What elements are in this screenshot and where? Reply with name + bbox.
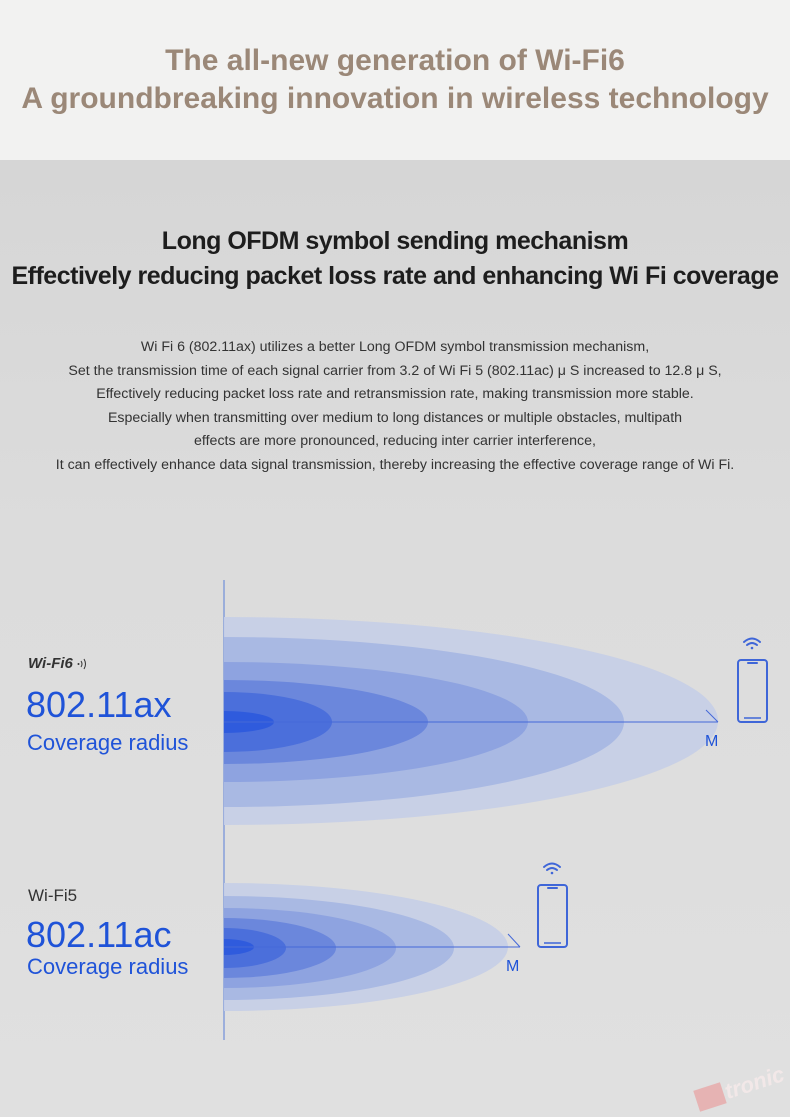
wifi6-coverage-label: Coverage radius [27, 730, 189, 755]
wifi6-standard: 802.11ax [26, 684, 172, 725]
wave [224, 928, 286, 968]
description-line: effects are more pronounced, reducing in… [194, 433, 596, 450]
wifi6-range-marker: M [705, 733, 719, 750]
section-title-line1: Long OFDM symbol sending mechanism [161, 227, 629, 255]
description-line: Wi Fi 6 (802.11ax) utilizes a better Lon… [140, 339, 650, 355]
wifi5-coverage-label: Coverage radius [27, 954, 189, 979]
wifi5-logo-label: Wi-Fi5 [28, 886, 78, 905]
section-title-line2: Effectively reducing packet loss rate an… [11, 262, 779, 290]
wifi-icon [743, 637, 761, 650]
wifi5-standard: 802.11ac [26, 914, 172, 955]
header-band: The all-new generation of Wi-Fi6 A groun… [0, 0, 790, 160]
phone-icon [737, 659, 768, 723]
wifi6-logo-label: Wi-Fi6 [28, 655, 73, 672]
wifi5-range-marker: M [506, 958, 520, 975]
description-line: It can effectively enhance data signal t… [55, 456, 735, 473]
wifi-icon [543, 862, 561, 875]
wifi-logo-waves-icon [77, 658, 86, 670]
description-line: Set the transmission time of each signal… [68, 362, 722, 379]
description-line: Especially when transmitting over medium… [107, 409, 683, 426]
header-title-line1: The all-new generation of Wi-Fi6 [165, 44, 625, 77]
section-description: Wi Fi 6 (802.11ax) utilizes a better Lon… [0, 336, 790, 478]
wifi6-coverage-waves [224, 617, 718, 825]
phone-icon [537, 884, 568, 948]
description-line: Effectively reducing packet loss rate an… [96, 386, 694, 403]
header-title-line2: A groundbreaking innovation in wireless … [21, 82, 769, 115]
